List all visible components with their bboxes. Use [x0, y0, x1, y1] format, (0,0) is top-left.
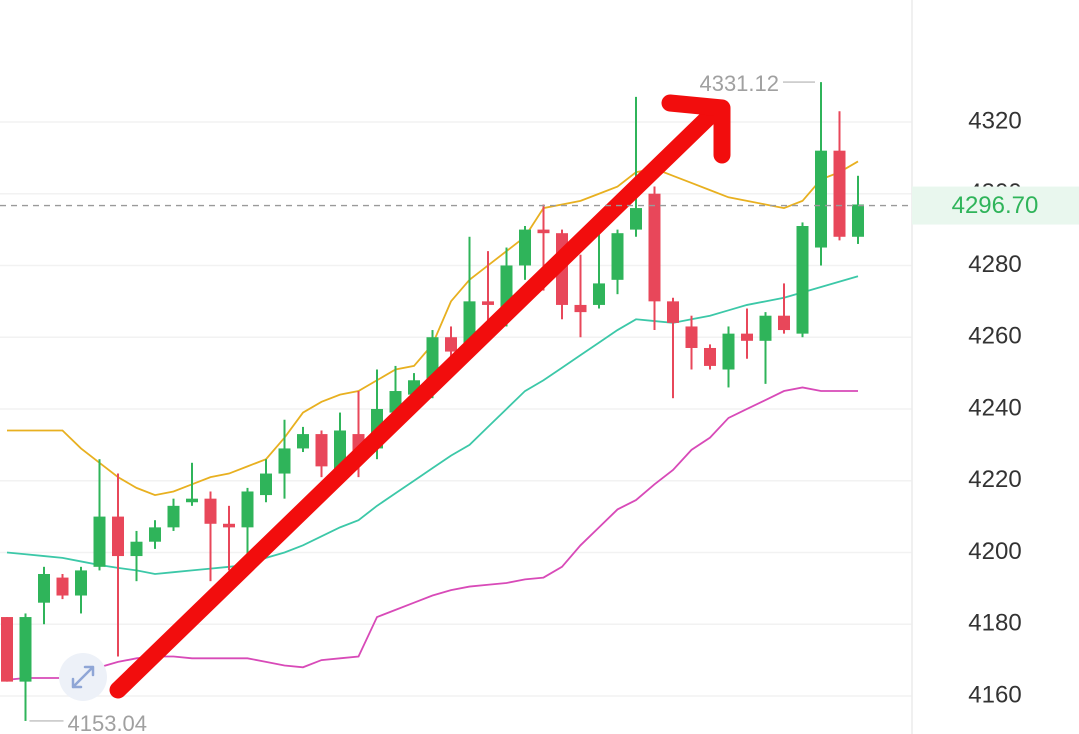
candle-body	[75, 570, 87, 596]
candle-body	[704, 347, 716, 366]
candle-body	[56, 577, 69, 596]
indicator-line	[6, 386, 858, 681]
candle-body	[778, 315, 790, 331]
candle-body	[519, 229, 531, 266]
candle-body	[260, 473, 272, 496]
candle-body	[1, 617, 13, 682]
indicator-line	[7, 160, 859, 497]
y-tick-label: 4200	[968, 538, 1021, 565]
candle-body	[796, 226, 809, 334]
last-price-box	[912, 186, 1079, 225]
high-marker-label: 4331.12	[699, 71, 779, 96]
candle-body	[38, 573, 50, 603]
expand-icon[interactable]	[59, 653, 107, 701]
y-tick-label: 4160	[968, 681, 1021, 708]
candle-body	[315, 434, 328, 467]
candle-body	[204, 498, 217, 524]
candle-body	[149, 527, 161, 542]
arrow-shaft	[109, 101, 725, 699]
candle-body	[278, 448, 291, 474]
icon-arrows[interactable]	[71, 665, 95, 689]
candle-body	[815, 150, 827, 248]
candle-body	[167, 505, 180, 528]
candle-body	[630, 208, 642, 230]
candle-body	[852, 204, 864, 237]
candle-body	[19, 617, 32, 682]
overlay: 4331.12 4153.04 4296.70	[0, 71, 1079, 734]
indicator-lines	[6, 160, 859, 681]
y-tick-label: 4280	[968, 251, 1021, 278]
candle-body	[574, 304, 587, 313]
candle-body	[297, 434, 309, 449]
arrow-head	[661, 94, 731, 164]
candle-body	[130, 541, 143, 557]
candle-body	[186, 498, 198, 503]
candle-body	[482, 301, 494, 305]
y-tick-label: 4260	[968, 323, 1021, 350]
candle-body	[722, 333, 735, 370]
last-price-label: 4296.70	[952, 192, 1039, 219]
candle-body	[537, 229, 550, 234]
candles	[1, 82, 864, 721]
candle-body	[685, 326, 698, 348]
y-tick-label: 4220	[968, 466, 1021, 493]
indicator-line	[6, 275, 859, 575]
candle-body	[759, 315, 772, 341]
candle-body	[593, 283, 605, 305]
candle-body	[241, 491, 254, 528]
candle-body	[833, 150, 846, 237]
trend-arrow	[109, 94, 731, 699]
candle-body	[223, 523, 235, 528]
candle-body	[611, 233, 624, 280]
y-tick-label: 4240	[968, 394, 1021, 421]
grid: 416041804200422042404260428043004320	[0, 107, 1022, 708]
candle-body	[741, 333, 753, 341]
candle-body	[112, 516, 124, 557]
candle-body	[648, 193, 661, 302]
candle-body	[667, 301, 679, 323]
candle-body	[93, 516, 106, 567]
y-tick-label: 4180	[968, 610, 1021, 637]
candle-body	[500, 265, 513, 309]
y-tick-label: 4320	[968, 107, 1021, 134]
candle-body	[445, 337, 457, 352]
low-marker-label: 4153.04	[68, 711, 148, 734]
